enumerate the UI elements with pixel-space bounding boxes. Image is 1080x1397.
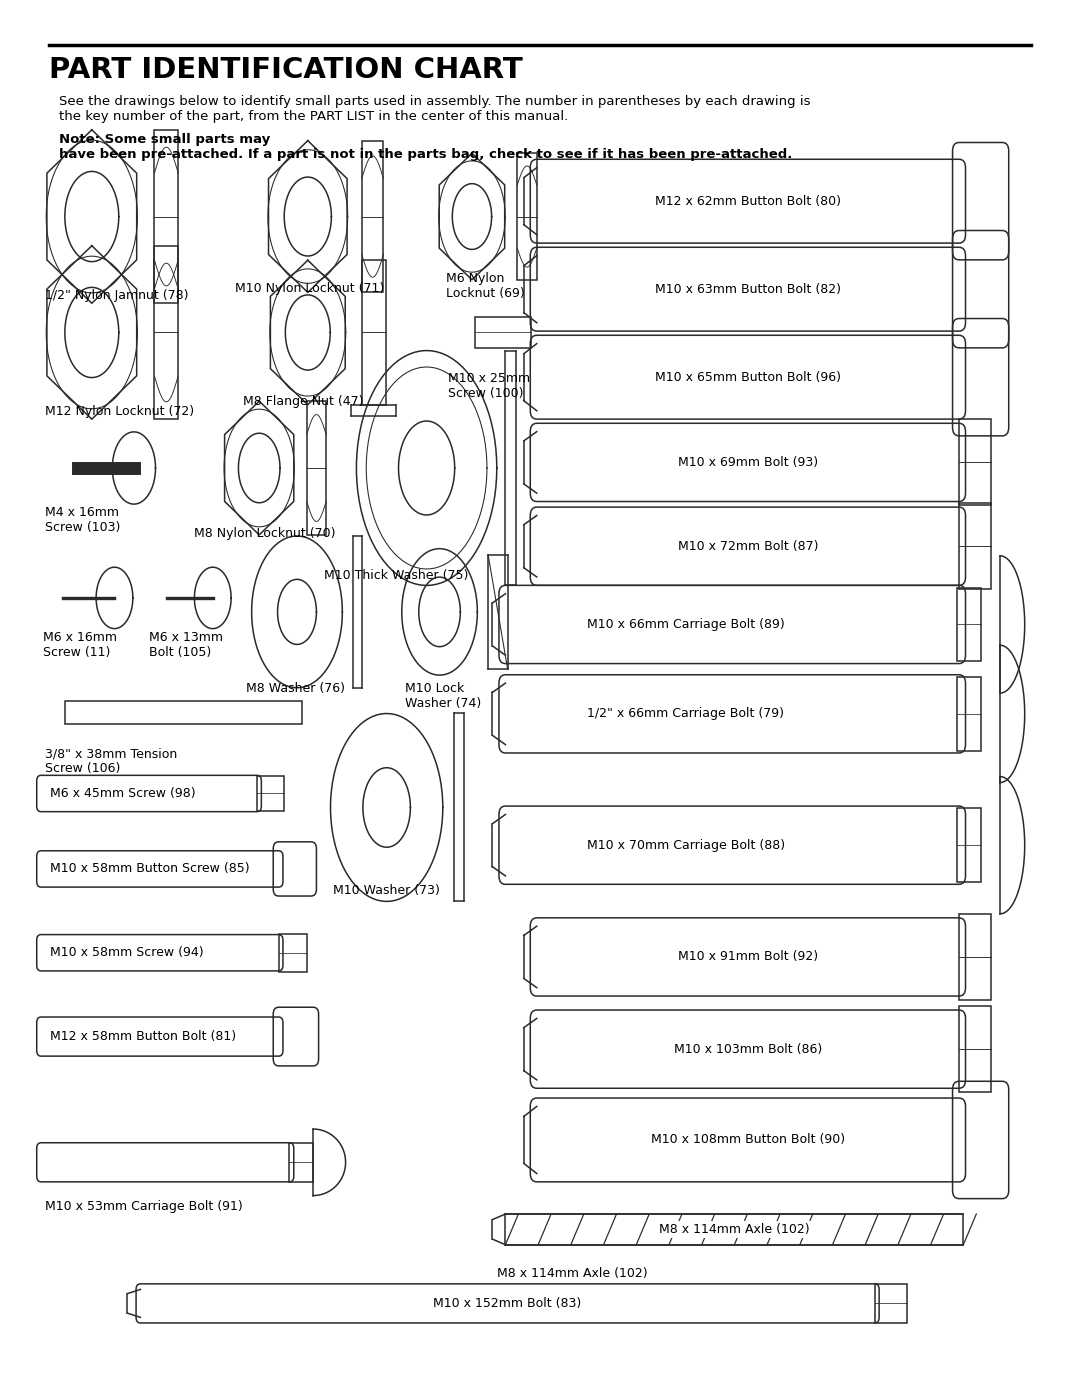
Text: M6 x 45mm Screw (98): M6 x 45mm Screw (98) — [50, 787, 195, 800]
Bar — [875, 1284, 907, 1323]
Bar — [957, 588, 981, 661]
Text: M10 Washer (73): M10 Washer (73) — [333, 884, 440, 897]
Bar — [517, 154, 537, 279]
Text: M10 Lock
Washer (74): M10 Lock Washer (74) — [405, 682, 482, 710]
Bar — [154, 246, 178, 419]
Text: M10 x 65mm Button Bolt (96): M10 x 65mm Button Bolt (96) — [654, 370, 841, 384]
Text: M6 x 13mm
Bolt (105): M6 x 13mm Bolt (105) — [149, 631, 224, 659]
Text: M8 x 114mm Axle (102): M8 x 114mm Axle (102) — [497, 1267, 647, 1280]
Text: M12 x 62mm Button Bolt (80): M12 x 62mm Button Bolt (80) — [654, 194, 841, 208]
Bar — [289, 1143, 313, 1182]
Text: M10 x 72mm Bolt (87): M10 x 72mm Bolt (87) — [677, 539, 819, 553]
Text: M6 x 16mm
Screw (11): M6 x 16mm Screw (11) — [43, 631, 118, 659]
Bar — [959, 1006, 991, 1092]
Bar — [475, 317, 531, 348]
Text: M4 x 16mm
Screw (103): M4 x 16mm Screw (103) — [45, 506, 121, 534]
Text: M12 Nylon Locknut (72): M12 Nylon Locknut (72) — [45, 405, 194, 418]
Text: M10 x 70mm Carriage Bolt (88): M10 x 70mm Carriage Bolt (88) — [586, 838, 785, 852]
Text: M10 x 58mm Screw (94): M10 x 58mm Screw (94) — [50, 946, 203, 960]
Text: M8 Flange Nut (47): M8 Flange Nut (47) — [243, 395, 364, 408]
Text: M10 x 91mm Bolt (92): M10 x 91mm Bolt (92) — [678, 950, 818, 964]
Text: M8 Washer (76): M8 Washer (76) — [246, 682, 346, 694]
Bar — [505, 1214, 963, 1245]
Bar — [154, 130, 178, 303]
Text: M10 x 25mm
Screw (100): M10 x 25mm Screw (100) — [448, 372, 530, 400]
Bar — [959, 503, 991, 590]
Bar — [362, 141, 383, 292]
Text: M8 Nylon Locknut (70): M8 Nylon Locknut (70) — [194, 527, 336, 539]
Bar — [307, 401, 326, 535]
Bar — [279, 933, 307, 972]
Text: M10 Thick Washer (75): M10 Thick Washer (75) — [324, 569, 469, 581]
Text: M10 x 152mm Bolt (83): M10 x 152mm Bolt (83) — [433, 1296, 582, 1310]
Text: M10 x 108mm Button Bolt (90): M10 x 108mm Button Bolt (90) — [651, 1133, 845, 1147]
Text: M10 x 66mm Carriage Bolt (89): M10 x 66mm Carriage Bolt (89) — [586, 617, 784, 631]
Text: M10 Nylon Locknut (71): M10 Nylon Locknut (71) — [235, 282, 384, 295]
Text: 1/2" Nylon Jamnut (78): 1/2" Nylon Jamnut (78) — [45, 289, 189, 302]
Bar — [362, 260, 386, 405]
Bar — [65, 701, 302, 724]
Bar — [957, 678, 981, 750]
Text: 3/8" x 38mm Tension
Screw (106): 3/8" x 38mm Tension Screw (106) — [45, 747, 177, 775]
Text: M10 x 63mm Button Bolt (82): M10 x 63mm Button Bolt (82) — [654, 282, 841, 296]
Text: Note: Some small parts may
have been pre-attached. If a part is not in the parts: Note: Some small parts may have been pre… — [59, 133, 793, 161]
Text: M10 x 58mm Button Screw (85): M10 x 58mm Button Screw (85) — [50, 862, 249, 876]
Bar — [257, 775, 284, 812]
Text: See the drawings below to identify small parts used in assembly. The number in p: See the drawings below to identify small… — [59, 95, 811, 123]
Bar — [959, 419, 991, 506]
Text: M10 x 69mm Bolt (93): M10 x 69mm Bolt (93) — [678, 455, 818, 469]
Bar — [959, 914, 991, 1000]
Text: M6 Nylon
Locknut (69): M6 Nylon Locknut (69) — [446, 272, 525, 300]
Text: PART IDENTIFICATION CHART: PART IDENTIFICATION CHART — [49, 56, 523, 84]
Text: 1/2" x 66mm Carriage Bolt (79): 1/2" x 66mm Carriage Bolt (79) — [588, 707, 784, 721]
Text: M10 x 53mm Carriage Bolt (91): M10 x 53mm Carriage Bolt (91) — [45, 1200, 243, 1213]
Text: M12 x 58mm Button Bolt (81): M12 x 58mm Button Bolt (81) — [50, 1030, 235, 1044]
Text: M10 x 103mm Bolt (86): M10 x 103mm Bolt (86) — [674, 1042, 822, 1056]
Bar — [957, 809, 981, 882]
Text: M8 x 114mm Axle (102): M8 x 114mm Axle (102) — [659, 1222, 810, 1236]
